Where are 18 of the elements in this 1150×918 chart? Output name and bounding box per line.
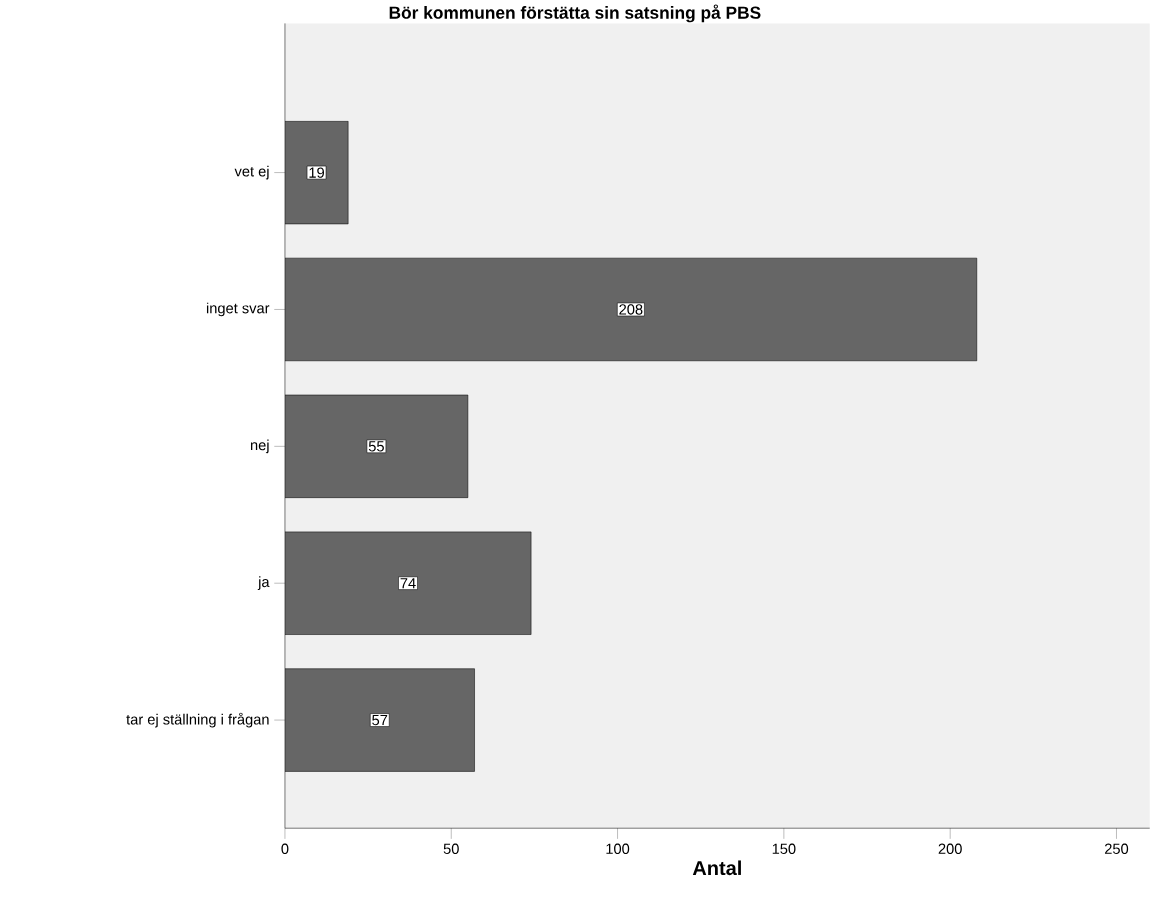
y-tick-label: vet ej [234, 165, 269, 180]
data-label: 208 [619, 304, 643, 315]
data-label: 57 [372, 714, 388, 726]
chart-title: Bör kommunen förstätta sin satsning på PBS [389, 4, 761, 23]
x-tick-label: 250 [1104, 843, 1129, 854]
y-tick-label: tar ej ställning i frågan [126, 712, 269, 728]
x-tick-label: 150 [772, 843, 796, 854]
x-tick-label: 200 [938, 843, 962, 854]
x-tick-label: 0 [281, 843, 289, 854]
data-label: 55 [368, 441, 384, 452]
y-tick-label: inget svar [206, 302, 270, 317]
x-axis-title: Antal [692, 860, 741, 876]
x-tick-label: 50 [443, 843, 459, 854]
x-tick-label: 100 [606, 843, 630, 854]
data-label: 19 [309, 167, 324, 178]
y-tick-label: ja [257, 576, 270, 590]
data-label: 74 [400, 578, 416, 589]
y-tick-label: nej [250, 439, 269, 454]
